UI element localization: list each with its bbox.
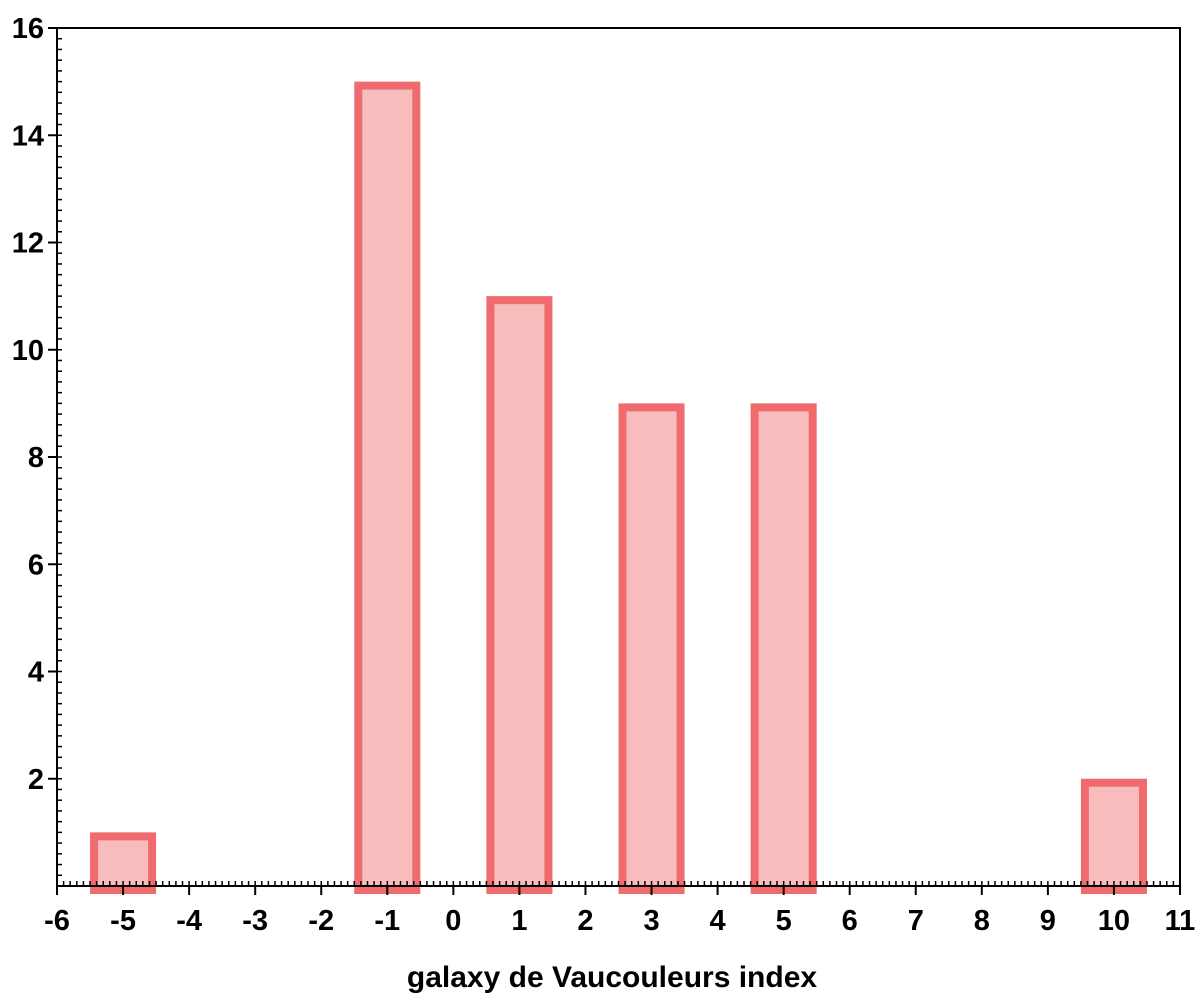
y-tick-label: 10	[12, 335, 44, 367]
x-tick-label: 3	[643, 905, 659, 937]
bars	[90, 81, 1147, 894]
x-tick-label: 7	[908, 905, 924, 937]
y-tick-label: 12	[12, 228, 44, 260]
x-tick-label: 6	[842, 905, 858, 937]
x-tick-label: 8	[974, 905, 990, 937]
x-tick-label: -4	[176, 905, 202, 937]
bar	[354, 81, 421, 894]
x-tick-label: 11	[1165, 905, 1196, 937]
y-tick-label: 8	[28, 442, 44, 474]
x-tick-label: 0	[445, 905, 461, 937]
x-tick-label: 4	[710, 905, 726, 937]
minor-ticks	[56, 27, 1181, 887]
bar	[618, 403, 685, 894]
x-tick-label: -2	[308, 905, 334, 937]
x-tick-label: -3	[242, 905, 268, 937]
y-tick-label: 16	[12, 13, 44, 45]
x-tick-label: 10	[1098, 905, 1130, 937]
x-tick-label: 5	[776, 905, 792, 937]
bar	[750, 403, 817, 894]
y-tick-label: 2	[28, 764, 44, 796]
plot-frame	[56, 27, 1181, 887]
y-tick-label: 14	[12, 120, 44, 152]
x-tick-label: -6	[44, 905, 70, 937]
x-tick-label: -5	[110, 905, 136, 937]
x-tick-label: 9	[1040, 905, 1056, 937]
bar	[486, 296, 553, 894]
x-tick-label: 2	[577, 905, 593, 937]
x-axis-title: galaxy de Vaucouleurs index	[407, 961, 817, 994]
bar	[1080, 778, 1147, 894]
y-tick-label: 4	[28, 657, 44, 689]
x-tick-label: -1	[374, 905, 400, 937]
x-tick-label: 1	[511, 905, 527, 937]
y-tick-label: 6	[28, 549, 44, 581]
